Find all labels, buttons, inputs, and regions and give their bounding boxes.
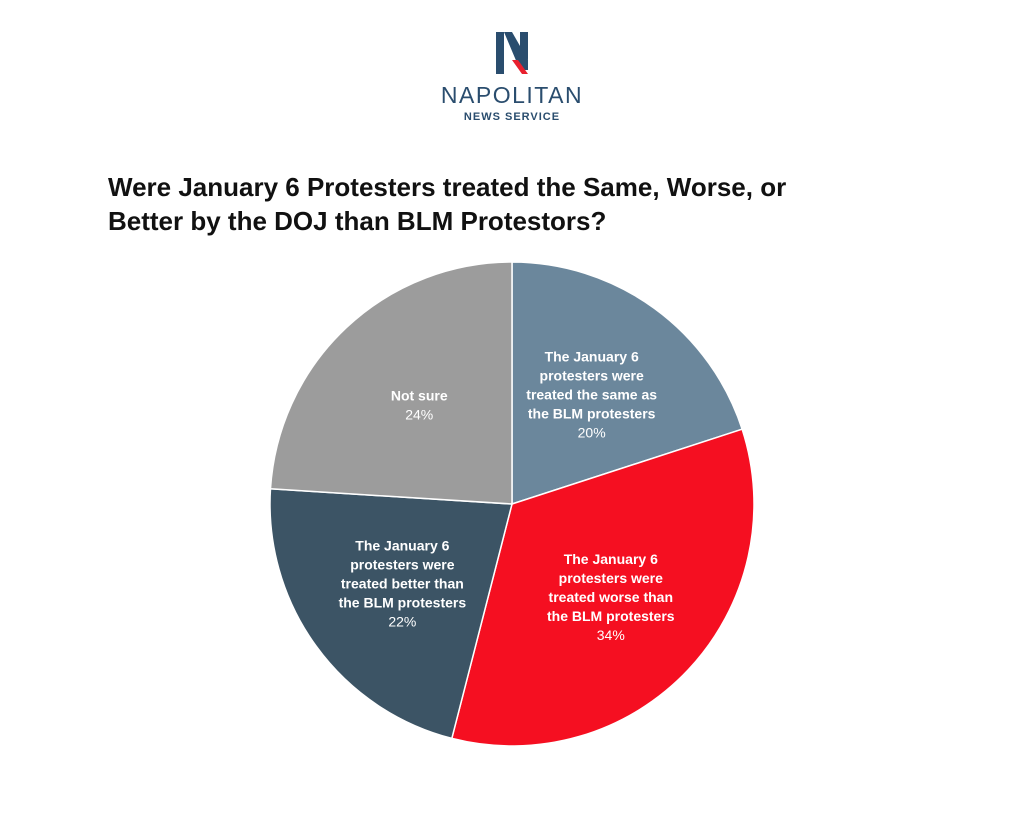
pie-slice-not-sure [269, 261, 513, 505]
slice-label-line: the BLM protesters [528, 405, 656, 421]
slice-label-line: The January 6 [355, 538, 449, 554]
slice-label-line: The January 6 [564, 551, 658, 567]
slice-value-better: 22% [388, 614, 416, 630]
slice-label-line: Not sure [391, 388, 448, 404]
slice-label-line: treated better than [341, 576, 464, 592]
slice-label-line: treated worse than [549, 589, 673, 605]
slice-value-not-sure: 24% [405, 407, 433, 423]
chart-title: Were January 6 Protesters treated the Sa… [108, 172, 787, 236]
slice-label-worse: The January 6 protesters were treated wors… [547, 551, 675, 643]
pie-slice-better [269, 488, 513, 740]
pie-slice-same [511, 261, 744, 506]
slice-label-line: The January 6 [545, 348, 639, 364]
napolitan-logo-icon [496, 32, 528, 74]
pie-slice-worse [450, 428, 755, 747]
brand-logo: NAPOLITAN NEWS SERVICE [0, 30, 1024, 123]
slice-label-line: protesters were [350, 557, 454, 573]
slice-value-worse: 34% [597, 627, 625, 643]
brand-name: NAPOLITAN [440, 82, 584, 108]
slice-label-line: treated the same as [526, 386, 657, 402]
slice-label-line: the BLM protesters [339, 595, 467, 611]
slice-label-better: The January 6 protesters were treated bett… [339, 538, 467, 630]
slice-label-not-sure: Not sure 24% [391, 388, 448, 423]
slice-label-same: The January 6 protesters were treated the … [526, 348, 657, 440]
brand-subtitle: NEWS SERVICE [463, 111, 561, 123]
slice-label-line: the BLM protesters [547, 608, 675, 624]
slice-label-line: protesters were [540, 367, 644, 383]
slice-label-line: protesters were [559, 570, 663, 586]
slice-value-same: 20% [578, 424, 606, 440]
